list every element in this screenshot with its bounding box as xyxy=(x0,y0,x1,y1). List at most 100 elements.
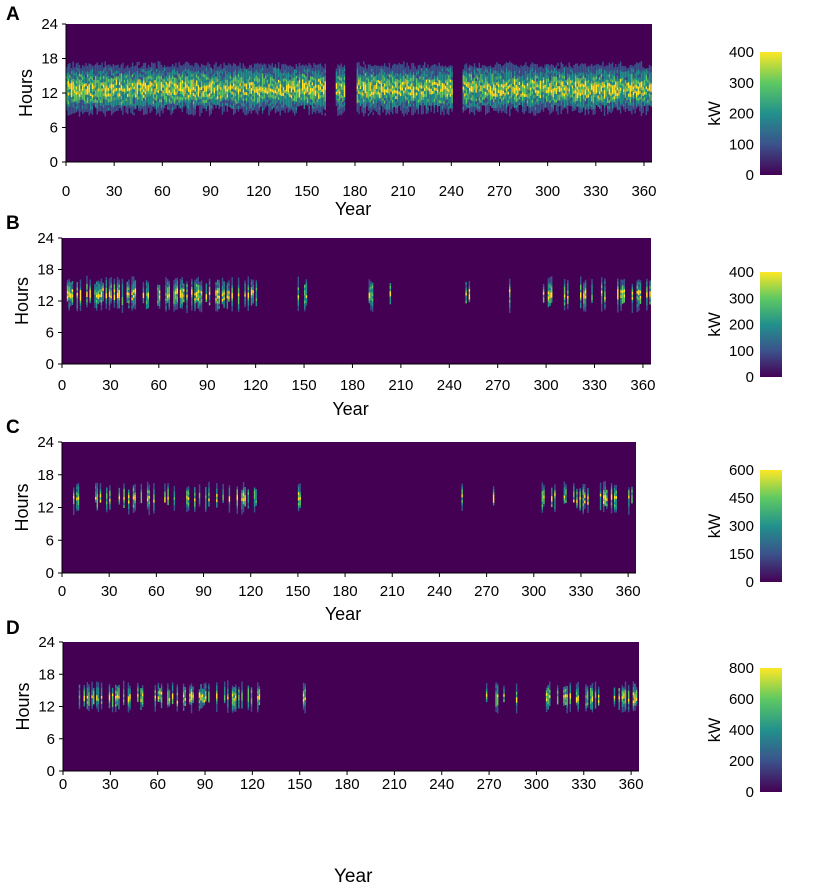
heatmap-cell xyxy=(93,62,95,66)
heatmap-cell xyxy=(186,84,188,88)
heatmap-cell xyxy=(231,76,233,81)
heatmap-cell xyxy=(415,103,418,107)
heatmap-cell xyxy=(250,104,253,109)
heatmap-cell xyxy=(228,74,230,78)
heatmap-cell xyxy=(374,73,376,77)
heatmap-cell xyxy=(102,67,105,71)
heatmap-cell xyxy=(428,70,431,75)
heatmap-cell xyxy=(125,74,127,79)
heatmap-cell xyxy=(99,102,102,106)
heatmap-cell xyxy=(305,96,307,100)
heatmap-cell xyxy=(391,62,394,66)
heatmap-cell xyxy=(446,81,448,86)
heatmap-cell xyxy=(510,80,513,84)
heatmap-cell xyxy=(215,73,217,77)
heatmap-cell xyxy=(371,102,373,107)
heatmap-cell xyxy=(343,67,346,72)
heatmap-cell xyxy=(192,101,195,105)
heatmap-cell xyxy=(110,63,113,67)
heatmap-cell xyxy=(244,65,246,70)
heatmap-cell xyxy=(167,89,169,93)
heatmap-cell xyxy=(181,68,184,72)
heatmap-cell xyxy=(542,91,545,95)
heatmap-cell xyxy=(486,84,489,88)
heatmap-cell xyxy=(387,92,389,97)
heatmap-cell xyxy=(515,101,517,106)
heatmap-cell xyxy=(83,89,86,93)
heatmap-cell xyxy=(104,78,106,82)
heatmap-cell xyxy=(565,73,567,78)
heatmap-cell xyxy=(90,101,92,105)
heatmap-cell xyxy=(255,83,257,87)
heatmap-cell xyxy=(170,100,172,104)
heatmap-cell xyxy=(525,93,527,97)
heatmap-cell xyxy=(533,77,535,81)
heatmap-cell xyxy=(388,65,391,69)
heatmap-cell xyxy=(472,77,474,81)
heatmap-cell xyxy=(499,98,501,102)
heatmap-cell xyxy=(236,83,238,87)
heatmap-cell xyxy=(358,87,360,92)
heatmap-cell xyxy=(472,103,474,107)
heatmap-cell xyxy=(200,112,203,116)
heatmap-cell xyxy=(515,98,517,103)
heatmap-cell xyxy=(464,90,466,94)
heatmap-cell xyxy=(446,113,448,117)
heatmap-cell xyxy=(515,61,517,65)
heatmap-cell xyxy=(387,104,389,108)
heatmap-cell xyxy=(165,78,167,82)
heatmap-cell xyxy=(128,76,131,80)
heatmap-cell xyxy=(505,70,508,74)
heatmap-cell xyxy=(424,67,426,71)
heatmap-cell xyxy=(149,92,151,96)
heatmap-cell xyxy=(66,69,68,73)
heatmap-cell xyxy=(435,87,437,91)
heatmap-cell xyxy=(510,68,513,72)
heatmap-cell xyxy=(356,82,359,86)
heatmap-cell xyxy=(197,84,200,89)
heatmap-cell xyxy=(358,96,360,100)
heatmap-cell xyxy=(549,77,551,81)
heatmap-cell xyxy=(521,80,524,84)
heatmap-cell xyxy=(571,82,574,86)
heatmap-cell xyxy=(430,88,432,92)
heatmap-cell xyxy=(427,87,429,91)
heatmap-cell xyxy=(252,95,254,100)
heatmap-cell xyxy=(555,65,558,69)
heatmap-cell xyxy=(110,71,113,76)
heatmap-cell xyxy=(308,108,310,113)
heatmap-cell xyxy=(104,67,106,71)
heatmap-cell xyxy=(96,74,98,78)
heatmap-cell xyxy=(449,73,452,77)
heatmap-cell xyxy=(510,105,513,110)
heatmap-cell xyxy=(144,68,147,72)
heatmap-cell xyxy=(473,89,476,93)
heatmap-cell xyxy=(338,108,341,112)
heatmap-cell xyxy=(308,80,310,84)
heatmap-cell xyxy=(274,69,277,74)
heatmap-cell xyxy=(507,88,509,92)
heatmap-cell xyxy=(135,74,137,78)
heatmap-cell xyxy=(101,93,103,98)
heatmap-cell xyxy=(90,78,92,82)
heatmap-cell xyxy=(138,104,140,109)
heatmap-cell xyxy=(258,67,261,71)
heatmap-cell xyxy=(221,108,224,112)
heatmap-cell xyxy=(451,108,453,112)
heatmap-cell xyxy=(409,95,412,99)
heatmap-cell xyxy=(96,108,98,112)
heatmap-cell xyxy=(265,101,267,105)
heatmap-cell xyxy=(147,101,150,105)
heatmap-cell xyxy=(295,86,298,91)
heatmap-cell xyxy=(562,95,564,99)
heatmap-cell xyxy=(191,82,193,86)
heatmap-cell xyxy=(160,107,163,111)
heatmap-cell xyxy=(88,106,90,110)
heatmap-cell xyxy=(147,73,150,77)
heatmap-cell xyxy=(115,70,118,74)
heatmap-cell xyxy=(143,83,145,87)
heatmap-cell xyxy=(104,110,106,114)
heatmap-cell xyxy=(178,87,180,92)
heatmap-cell xyxy=(91,108,94,113)
heatmap-cell xyxy=(544,93,546,97)
